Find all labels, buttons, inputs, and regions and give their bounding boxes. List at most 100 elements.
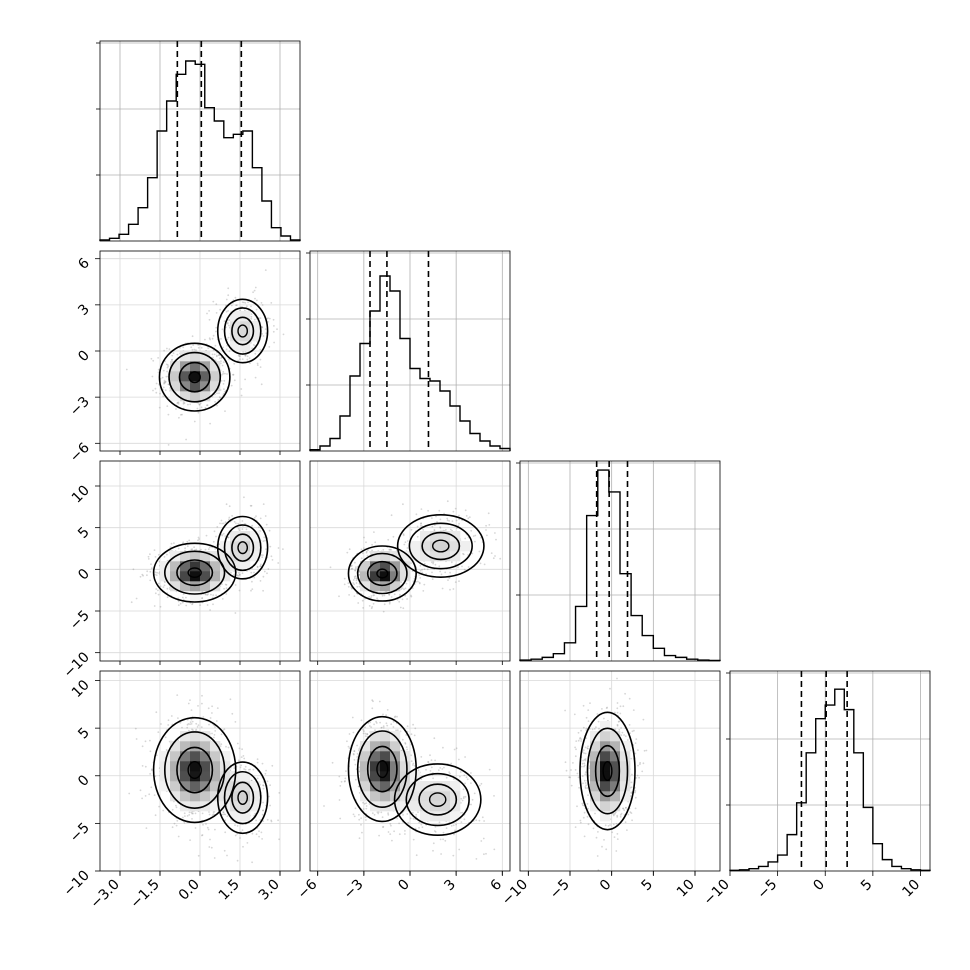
scatter-point (362, 732, 365, 735)
scatter-point (368, 605, 371, 607)
scatter-point (248, 357, 251, 359)
scatter-point (260, 302, 263, 304)
scatter-point (251, 524, 254, 527)
scatter-point (353, 750, 356, 753)
scatter-point (204, 338, 206, 341)
density-cell (250, 791, 261, 802)
contour-line (231, 781, 255, 814)
scatter-point (254, 812, 257, 815)
scatter-point (417, 580, 419, 583)
scatter-point (259, 317, 262, 319)
scatter-point (157, 553, 160, 556)
scatter-point (346, 740, 348, 743)
scatter-point (438, 509, 441, 512)
scatter-point (458, 580, 460, 582)
scatter-point (237, 354, 240, 357)
scatter-point (147, 555, 150, 558)
scatter-point (271, 764, 274, 767)
scatter-point (230, 384, 233, 387)
scatter-point (390, 514, 393, 517)
scatter-point (430, 561, 433, 564)
scatter-point (235, 304, 237, 307)
density-cell (170, 761, 181, 772)
scatter-point (449, 528, 452, 531)
scatter-point (150, 567, 153, 570)
scatter-point (486, 534, 488, 537)
panel-frame (99, 40, 301, 242)
density-cell (430, 791, 441, 802)
contour-line (187, 761, 202, 780)
density-cell (210, 551, 221, 562)
scatter-point (390, 723, 393, 726)
scatter-point (418, 574, 421, 576)
scatter-point (207, 828, 210, 831)
scatter-point (449, 772, 451, 775)
density-cell (420, 541, 431, 552)
scatter-point (420, 756, 423, 758)
scatter-point (361, 599, 364, 602)
scatter-point (223, 813, 226, 815)
scatter-point (224, 535, 227, 537)
scatter-point (162, 809, 165, 812)
scatter-point (262, 781, 265, 783)
scatter-point (367, 722, 370, 725)
scatter-point (410, 760, 413, 763)
density-cell (200, 581, 211, 592)
scatter-point (208, 811, 210, 813)
scatter-point (221, 364, 224, 367)
panel-frame (309, 250, 511, 452)
scatter-point (351, 716, 354, 719)
scatter-point (166, 553, 168, 556)
scatter-point (220, 519, 223, 522)
contour-line (237, 324, 249, 338)
scatter-point (381, 816, 384, 819)
scatter-point (201, 597, 204, 599)
scatter-point (220, 743, 223, 746)
scatter-point (265, 523, 268, 526)
scatter-point (616, 816, 619, 818)
density-cell (400, 761, 411, 772)
scatter-point (155, 754, 158, 757)
scatter-point (132, 568, 135, 571)
scatter-point (171, 808, 174, 811)
scatter-point (227, 310, 230, 312)
scatter-point (158, 572, 161, 574)
scatter-point (262, 820, 265, 822)
scatter-point (262, 589, 264, 592)
contour-line (152, 542, 237, 603)
scatter-point (250, 504, 253, 507)
scatter-point (487, 512, 490, 515)
density-cell (190, 371, 201, 382)
scatter-point (395, 729, 397, 732)
scatter-point (402, 607, 405, 610)
scatter-point (572, 762, 574, 764)
scatter-point (209, 838, 211, 841)
scatter-point (226, 373, 228, 375)
scatter-point (150, 768, 153, 771)
scatter-point (433, 528, 436, 531)
scatter-point (404, 541, 407, 544)
density-cell (190, 751, 201, 762)
scatter-point (364, 816, 367, 818)
density-cell (420, 811, 431, 822)
scatter-point (420, 524, 422, 527)
scatter-point (260, 383, 263, 386)
scatter-point (207, 707, 210, 710)
scatter-point (415, 813, 418, 816)
scatter-point (225, 503, 228, 506)
scatter-point (414, 727, 417, 730)
scatter-point (387, 813, 390, 816)
scatter-point (227, 536, 230, 539)
scatter-point (224, 410, 226, 412)
scatter-point (156, 571, 159, 574)
scatter-point (434, 563, 437, 566)
scatter-point (372, 700, 374, 703)
scatter-point (382, 610, 385, 613)
scatter-point (465, 515, 468, 517)
scatter-point (202, 823, 204, 826)
scatter-point (323, 805, 325, 807)
scatter-point (479, 562, 482, 565)
scatter-point (251, 347, 254, 350)
scatter-point (358, 585, 361, 588)
scatter-point (208, 337, 211, 340)
